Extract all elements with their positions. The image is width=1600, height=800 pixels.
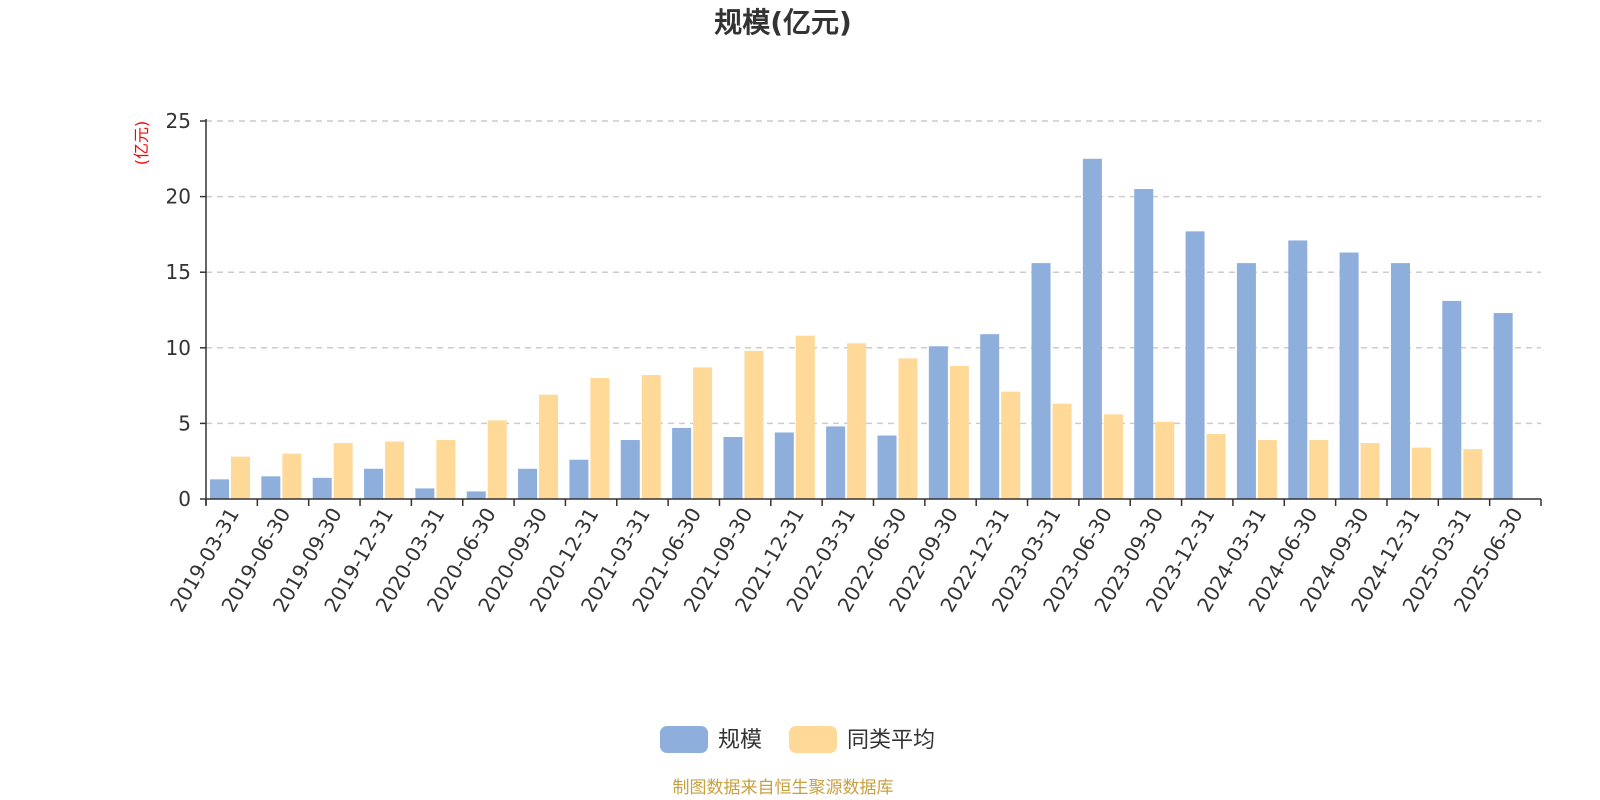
bar-scale-2020-06-30 (466, 491, 486, 499)
bar-peer-average-2019-09-30 (333, 443, 353, 499)
bar-scale-2019-12-31 (364, 468, 384, 499)
bar-scale-2023-09-30 (1134, 189, 1154, 500)
bar-scale-2021-09-30 (723, 437, 743, 499)
bar-scale-2019-09-30 (312, 477, 332, 499)
bar-peer-average-2019-06-30 (282, 453, 302, 499)
bar-scale-2020-03-31 (415, 488, 435, 499)
source-note: 制图数据来自恒生聚源数据库 (673, 778, 894, 798)
bar-scale-2023-12-31 (1185, 231, 1205, 499)
bar-scale-2024-06-30 (1288, 240, 1308, 499)
bar-peer-average-2025-03-31 (1463, 449, 1483, 499)
bar-peer-average-2023-06-30 (1103, 414, 1123, 499)
bar-peer-average-2023-03-31 (1052, 403, 1072, 499)
bar-scale-2025-06-30 (1493, 313, 1513, 499)
bar-scale-2021-06-30 (672, 427, 692, 499)
bar-scale-2022-06-30 (877, 435, 897, 499)
y-tick-label-15: 15 (166, 260, 191, 284)
y-axis-unit-label: (亿元) (132, 121, 151, 166)
bar-peer-average-2022-06-30 (898, 358, 918, 499)
y-tick-label-5: 5 (178, 411, 191, 435)
legend-label-peer-average[interactable]: 同类平均 (847, 728, 935, 753)
bars (210, 158, 1513, 500)
grid-lines (206, 120, 1541, 425)
bar-peer-average-2022-09-30 (949, 365, 969, 499)
bar-scale-2024-03-31 (1236, 263, 1256, 499)
bar-scale-2021-03-31 (620, 440, 640, 499)
legend: 规模 同类平均 (660, 726, 935, 753)
chart-title: 规模(亿元) (714, 6, 852, 39)
bar-peer-average-2020-06-30 (487, 420, 507, 499)
bar-peer-average-2021-09-30 (744, 350, 764, 499)
y-tick-label-0: 0 (178, 487, 191, 511)
bar-scale-2019-06-30 (261, 476, 281, 499)
legend-label-scale[interactable]: 规模 (718, 728, 762, 753)
bar-peer-average-2020-12-31 (590, 378, 610, 499)
bar-peer-average-2024-09-30 (1360, 443, 1380, 499)
bar-scale-2023-03-31 (1031, 263, 1051, 499)
bar-peer-average-2020-09-30 (539, 394, 559, 499)
bar-peer-average-2022-12-31 (1001, 391, 1021, 499)
bar-scale-2022-09-30 (928, 346, 948, 499)
bar-peer-average-2020-03-31 (436, 440, 456, 499)
bar-peer-average-2019-03-31 (231, 456, 250, 499)
legend-swatch-peer-average[interactable] (789, 726, 837, 753)
bar-peer-average-2024-12-31 (1411, 447, 1431, 499)
bar-peer-average-2022-03-31 (847, 343, 867, 499)
bar-scale-2024-09-30 (1339, 252, 1359, 499)
bar-peer-average-2024-06-30 (1309, 440, 1329, 499)
bar-peer-average-2019-12-31 (385, 441, 405, 499)
bar-peer-average-2021-03-31 (641, 375, 661, 499)
bar-scale-2022-12-31 (980, 334, 1000, 499)
bar-peer-average-2021-06-30 (693, 367, 713, 499)
y-tick-label-25: 25 (166, 109, 191, 133)
bar-scale-2020-09-30 (518, 468, 538, 499)
bar-peer-average-2024-03-31 (1257, 440, 1277, 499)
legend-swatch-scale[interactable] (660, 726, 708, 753)
bar-peer-average-2023-09-30 (1155, 421, 1175, 499)
bar-scale-2023-06-30 (1082, 158, 1102, 500)
bar-scale-2021-12-31 (774, 432, 794, 499)
y-tick-label-20: 20 (166, 185, 191, 209)
bar-scale-2024-12-31 (1390, 263, 1410, 499)
bar-peer-average-2021-12-31 (795, 335, 815, 499)
bar-scale-2020-12-31 (569, 459, 589, 499)
bar-peer-average-2023-12-31 (1206, 433, 1226, 499)
bar-scale-2022-03-31 (826, 426, 846, 499)
bar-scale-2019-03-31 (210, 479, 229, 499)
bar-scale-2025-03-31 (1442, 300, 1462, 499)
y-tick-label-10: 10 (166, 336, 191, 360)
